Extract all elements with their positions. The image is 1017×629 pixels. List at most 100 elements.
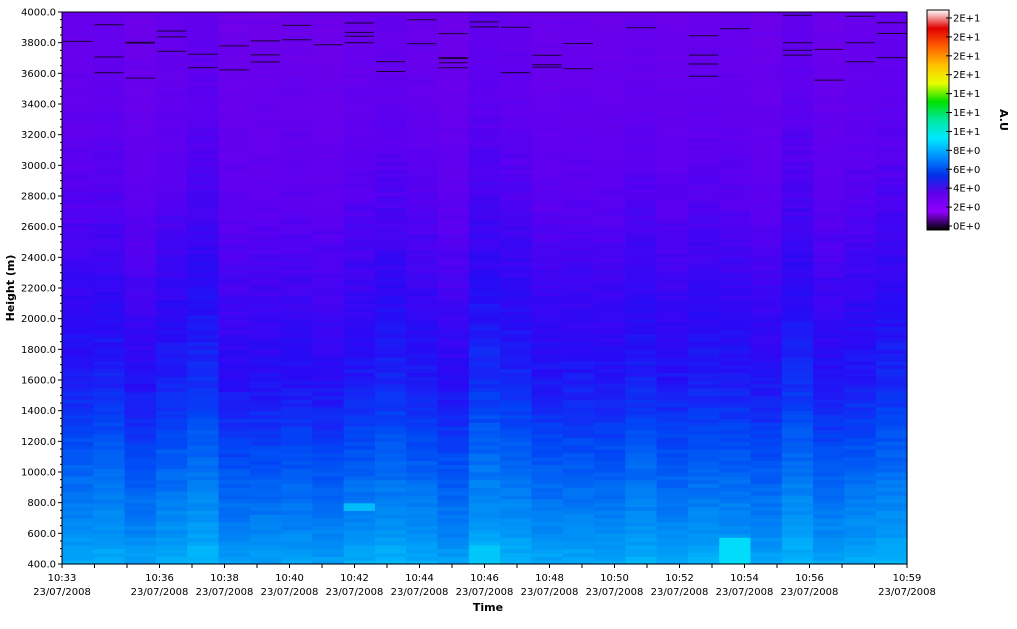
heatmap-cell <box>62 188 94 193</box>
heatmap-cell <box>562 196 595 201</box>
heatmap-cell <box>719 169 752 174</box>
heatmap-cell <box>437 372 470 377</box>
heatmap-cell <box>531 184 564 189</box>
heatmap-cell <box>312 337 345 343</box>
heatmap-cell <box>531 383 564 389</box>
heatmap-cell <box>813 552 846 557</box>
heatmap-cell <box>468 226 501 232</box>
heatmap-cell <box>531 491 564 496</box>
heatmap-cell <box>62 456 94 462</box>
heatmap-cell <box>155 104 188 109</box>
heatmap-cell <box>750 364 783 370</box>
heatmap-cell <box>750 130 783 136</box>
heatmap-cell <box>562 35 595 40</box>
heatmap-cell <box>875 203 908 209</box>
heatmap-cell <box>531 104 564 109</box>
heatmap-cell <box>562 330 595 335</box>
heatmap-cell <box>875 88 908 94</box>
heatmap-cell <box>875 403 908 408</box>
heatmap-cell <box>187 291 220 297</box>
heatmap-cell <box>844 460 877 465</box>
heatmap-cell <box>813 487 846 492</box>
heatmap-cell <box>93 537 126 542</box>
heatmap-cell <box>656 521 689 527</box>
heatmap-cell <box>875 123 908 128</box>
heatmap-cell <box>249 50 282 55</box>
heatmap-cell <box>437 253 470 258</box>
heatmap-cell <box>500 414 533 419</box>
heatmap-cell <box>562 360 595 366</box>
heatmap-cell <box>406 215 439 220</box>
heatmap-cell <box>437 472 470 477</box>
heatmap-cell <box>468 360 501 366</box>
y-tick-label: 600.0 <box>27 529 56 540</box>
heatmap-cell <box>281 242 313 247</box>
heatmap-cell <box>124 445 157 450</box>
heatmap-cell <box>124 422 157 427</box>
heatmap-cell <box>249 176 282 182</box>
heatmap-cell <box>500 192 533 197</box>
heatmap-cell <box>687 253 720 258</box>
heatmap-cell <box>750 472 783 477</box>
y-axis: 400.0600.0800.01000.01200.01400.01600.01… <box>21 8 62 571</box>
heatmap-cell <box>187 276 220 281</box>
heatmap-cell <box>468 380 501 385</box>
heatmap-cell <box>750 349 783 354</box>
heatmap-cell <box>687 441 720 446</box>
heatmap-cell <box>124 383 157 389</box>
heatmap-cell <box>656 50 689 55</box>
heatmap-cell <box>625 387 658 393</box>
heatmap-cell <box>406 495 439 500</box>
heatmap-cell <box>844 153 877 159</box>
heatmap-cell <box>343 311 376 316</box>
heatmap-cell <box>93 349 126 354</box>
heatmap-cell <box>531 341 564 347</box>
heatmap-cell <box>531 119 564 124</box>
heatmap-cell <box>656 372 689 377</box>
heatmap-cell <box>656 249 689 255</box>
heatmap-cell <box>218 322 251 327</box>
heatmap-cell <box>813 222 846 228</box>
heatmap-cell <box>500 349 533 354</box>
heatmap-cell <box>844 12 877 17</box>
heatmap-cell <box>844 341 877 347</box>
heatmap-cell <box>406 295 439 301</box>
heatmap-cell <box>687 483 720 488</box>
heatmap-cell <box>124 31 157 36</box>
heatmap-cell <box>875 50 908 55</box>
heatmap-cell <box>155 341 188 347</box>
heatmap-cell <box>562 242 595 247</box>
heatmap-cell <box>437 81 470 86</box>
heatmap-cell <box>155 280 188 285</box>
heatmap-cell <box>656 506 689 511</box>
x-tick-date: 23/07/2008 <box>261 587 319 598</box>
heatmap-cell <box>281 157 313 163</box>
heatmap-cell <box>844 184 877 189</box>
heatmap-cell <box>562 12 595 17</box>
heatmap-cell <box>813 226 846 232</box>
heatmap-cell <box>437 544 470 550</box>
heatmap-cell <box>312 464 345 469</box>
heatmap-cell <box>124 88 157 94</box>
heatmap-cell <box>687 502 720 508</box>
heatmap-cell <box>562 353 595 358</box>
heatmap-cell <box>531 391 564 396</box>
heatmap-cell <box>437 514 470 519</box>
heatmap-cell <box>62 483 94 488</box>
heatmap-cell <box>594 391 626 396</box>
heatmap-cell <box>218 399 251 404</box>
heatmap-cell <box>625 533 658 538</box>
heatmap-cell <box>93 422 126 427</box>
heatmap-cell <box>750 337 783 343</box>
heatmap-cell <box>594 180 626 186</box>
heatmap-cell <box>875 311 908 316</box>
heatmap-cell <box>625 353 658 358</box>
heatmap-cell <box>687 65 720 71</box>
heatmap-cell <box>781 518 814 523</box>
heatmap-cell <box>62 142 94 147</box>
heatmap-cell <box>187 249 220 255</box>
heatmap-cell <box>374 134 407 140</box>
heatmap-cell <box>719 502 752 508</box>
heatmap-cell <box>218 284 251 289</box>
heatmap-cell <box>719 521 752 527</box>
